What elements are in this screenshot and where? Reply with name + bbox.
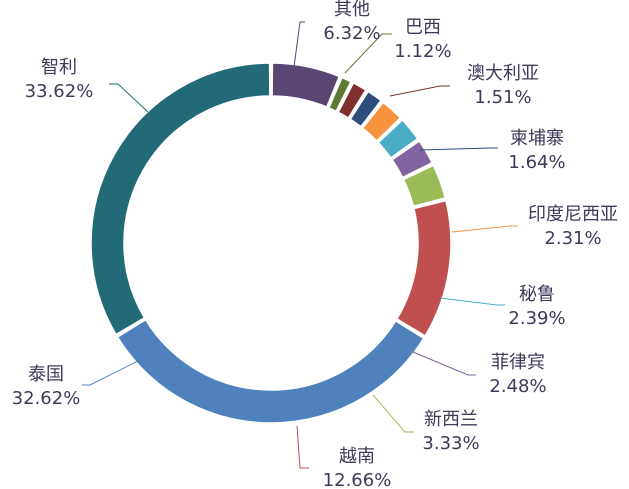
leader-line-8 <box>372 394 414 433</box>
category-label-11: 智利 <box>41 57 77 78</box>
slice-6 <box>377 118 419 159</box>
slice-5 <box>361 101 402 142</box>
slice-3 <box>337 81 367 120</box>
leader-line-3 <box>389 85 450 97</box>
leader-line-11 <box>109 83 149 113</box>
leader-line-6 <box>439 297 505 306</box>
slice-11 <box>90 62 271 336</box>
slice-1 <box>271 62 341 108</box>
leader-line-4 <box>419 147 498 151</box>
value-label-2: 1.12% <box>394 41 451 62</box>
category-label-2: 巴西 <box>405 17 441 38</box>
category-label-3: 澳大利亚 <box>467 63 539 84</box>
slice-8 <box>402 164 447 208</box>
leader-line-7 <box>412 351 476 376</box>
slice-10 <box>116 318 425 424</box>
category-label-8: 新西兰 <box>424 409 478 430</box>
category-label-7: 菲律宾 <box>491 352 545 373</box>
leader-line-10 <box>82 360 139 386</box>
value-label-8: 3.33% <box>422 433 479 454</box>
category-label-4: 柬埔寨 <box>510 128 564 149</box>
leader-line-9 <box>296 425 309 469</box>
leader-line-1 <box>293 21 305 68</box>
value-label-6: 2.39% <box>508 308 565 329</box>
category-label-6: 秘鲁 <box>519 284 555 305</box>
value-label-11: 33.62% <box>25 81 94 102</box>
slice-9 <box>395 199 452 337</box>
value-label-10: 32.62% <box>12 388 81 409</box>
value-label-7: 2.48% <box>489 376 546 397</box>
slice-2 <box>327 76 352 113</box>
value-label-3: 1.51% <box>474 87 531 108</box>
category-label-5: 印度尼西亚 <box>528 204 618 225</box>
category-label-9: 越南 <box>339 446 375 467</box>
category-label-10: 泰国 <box>28 364 64 385</box>
leader-line-2 <box>344 33 392 74</box>
label-group: 其他 6.32% 巴西 1.12% 澳大利亚 1.51% 柬埔寨 1.64% 印度尼西亚 2.31… <box>12 0 618 489</box>
category-label-1: 其他 <box>334 0 370 20</box>
slice-4 <box>349 90 383 128</box>
value-label-9: 12.66% <box>323 470 392 489</box>
slice-group <box>90 62 452 424</box>
value-label-5: 2.31% <box>544 228 601 249</box>
leader-line-5 <box>451 225 518 233</box>
value-label-4: 1.64% <box>508 152 565 173</box>
value-label-1: 6.32% <box>323 23 380 44</box>
leader-line-group <box>82 21 518 469</box>
